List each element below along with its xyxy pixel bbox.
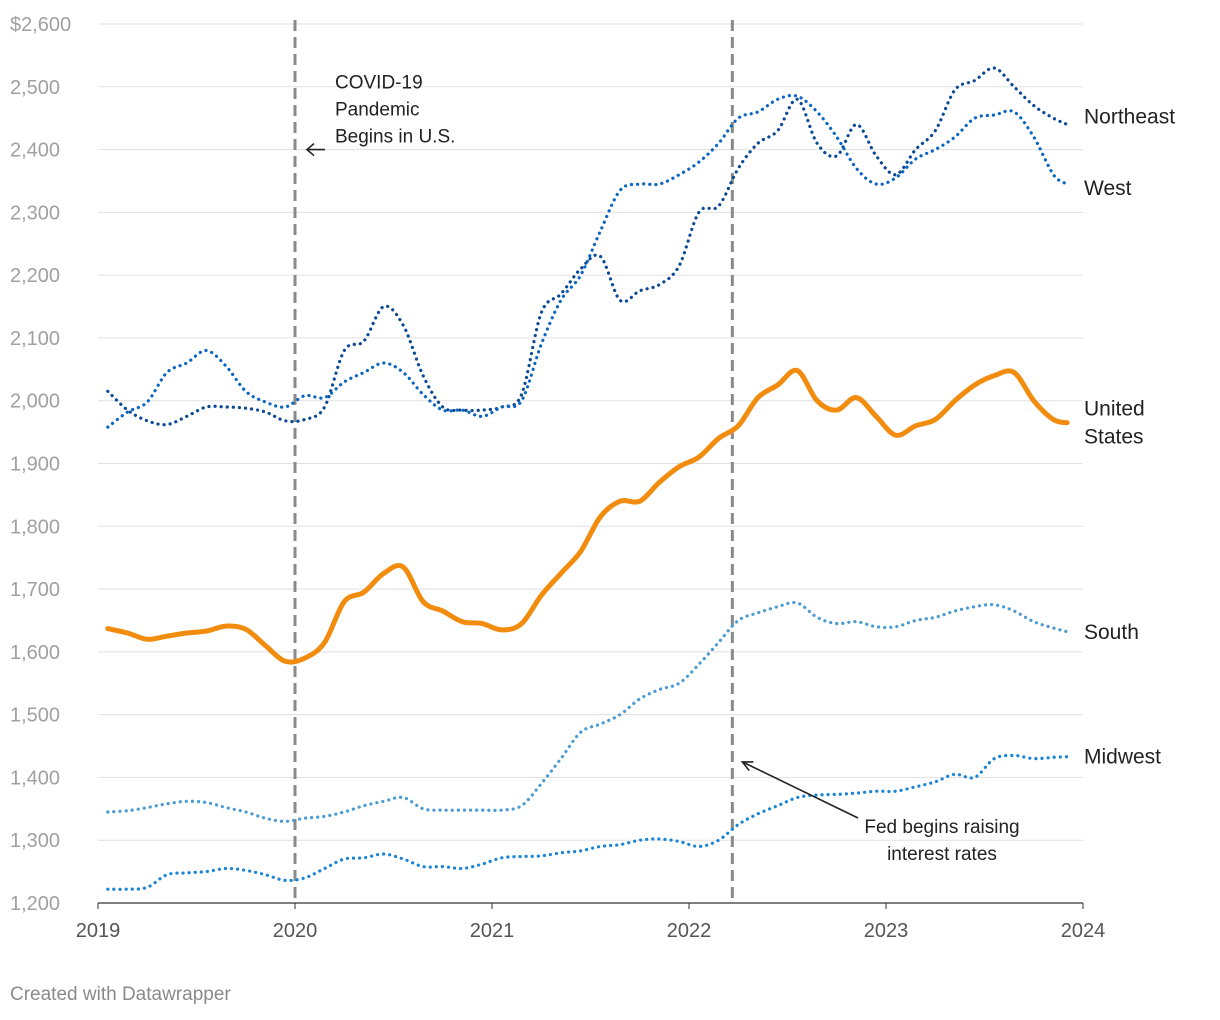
y-tick-label: 1,600 <box>10 642 60 664</box>
series-label-line: States <box>1084 426 1144 449</box>
series-label-line: United <box>1084 398 1145 421</box>
y-tick-label: 1,900 <box>10 454 60 476</box>
y-tick-label: 2,300 <box>10 202 60 224</box>
annotations: COVID-19 Pandemic Begins in U.S. Fed begins… <box>305 73 1020 865</box>
annotation-line: Begins in U.S. <box>335 127 455 148</box>
series-line-midwest <box>106 753 1069 891</box>
series-line-united-states <box>105 367 1070 665</box>
series-label-line: West <box>1084 177 1132 200</box>
fed-annotation: Fed begins raising interest rates <box>864 817 1019 865</box>
y-tick-label: 2,000 <box>10 391 60 413</box>
series-label-south: South <box>1084 621 1139 644</box>
y-tick-label: 1,400 <box>10 767 60 789</box>
fed-arrow-shaft <box>741 761 859 819</box>
reference-lines <box>293 20 734 903</box>
y-tick-label: 1,700 <box>10 579 60 601</box>
x-tick-label: 2020 <box>273 920 318 942</box>
series-label-united-states: United States <box>1084 398 1145 449</box>
x-tick-label: 2022 <box>667 920 712 942</box>
x-tick-label: 2023 <box>864 920 909 942</box>
credit-text: Created with Datawrapper <box>10 984 231 1005</box>
x-tick-label: 2019 <box>76 920 121 942</box>
y-tick-label: 1,800 <box>10 516 60 538</box>
y-axis: 1,200 1,300 1,400 1,500 1,600 1,700 1,800 1,900… <box>10 14 71 915</box>
y-tick-label: 2,100 <box>10 328 60 350</box>
fed-arrow-head <box>740 761 754 771</box>
series-label-midwest: Midwest <box>1084 746 1161 769</box>
covid-arrow-head <box>305 142 315 157</box>
series-label-line: Midwest <box>1084 746 1161 769</box>
annotation-line: Pandemic <box>335 100 420 121</box>
covid-annotation: COVID-19 Pandemic Begins in U.S. <box>335 73 455 148</box>
series-line-northeast <box>106 66 1069 427</box>
y-tick-label: 2,400 <box>10 140 60 162</box>
x-tick-label: 2024 <box>1061 920 1106 942</box>
series-label-line: South <box>1084 621 1139 644</box>
annotation-line: COVID-19 <box>335 73 423 94</box>
series-line-west <box>106 93 1069 429</box>
series-line-south <box>106 600 1069 823</box>
x-tick-label: 2021 <box>470 920 515 942</box>
y-tick-label: 2,200 <box>10 265 60 287</box>
y-tick-label: 1,200 <box>10 893 60 915</box>
grid-lines <box>98 23 1083 904</box>
series-labels: Northeast West United States South Midwest <box>1084 105 1175 768</box>
y-tick-label: $2,600 <box>10 14 71 36</box>
y-tick-label: 1,300 <box>10 830 60 852</box>
y-tick-label: 2,500 <box>10 77 60 99</box>
series-lines <box>105 66 1070 891</box>
x-axis: 2019 2020 2021 2022 2023 2024 <box>76 903 1106 942</box>
annotation-line: Fed begins raising <box>864 817 1019 838</box>
y-tick-label: 1,500 <box>10 705 60 727</box>
series-label-west: West <box>1084 177 1132 200</box>
annotation-line: interest rates <box>887 844 997 865</box>
series-label-line: Northeast <box>1084 105 1175 128</box>
series-label-northeast: Northeast <box>1084 105 1175 128</box>
